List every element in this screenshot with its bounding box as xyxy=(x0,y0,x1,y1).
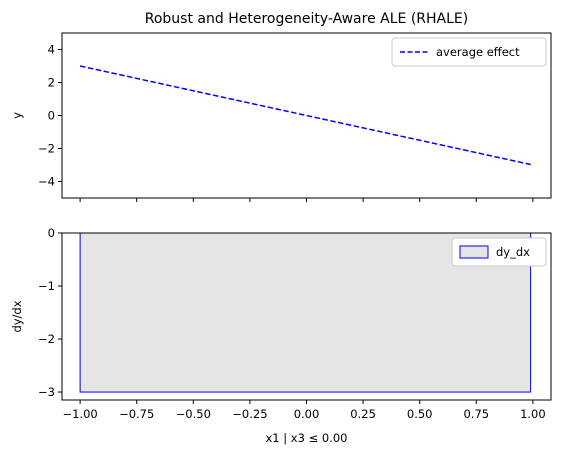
bottom-x-tick-label: −0.75 xyxy=(119,407,154,421)
x-axis-label: x1 | x3 ≤ 0.00 xyxy=(266,431,348,445)
bottom-x-tick-label: −0.50 xyxy=(176,407,211,421)
top-y-tick-label: 0 xyxy=(48,109,55,123)
bottom-x-tick-label: −1.00 xyxy=(62,407,97,421)
top-legend-box xyxy=(391,37,547,67)
bottom-x-tick-label: 0.00 xyxy=(294,407,320,421)
top-y-tick-label: −4 xyxy=(38,175,55,189)
top-axes: Robust and Heterogeneity-Aware ALE (RHAL… xyxy=(10,11,552,202)
bottom-y-tick-label: 0 xyxy=(48,226,55,240)
top-x-ticks xyxy=(79,198,534,202)
top-y-tick-label: −2 xyxy=(38,142,55,156)
bottom-x-tick-label: 0.75 xyxy=(463,407,489,421)
top-y-ticks: 4 2 0 −2 −4 xyxy=(38,43,62,189)
top-legend: average effect xyxy=(391,37,547,67)
bottom-x-tick-label: 1.00 xyxy=(520,407,546,421)
bottom-legend-box xyxy=(451,237,547,267)
top-y-tick-label: 4 xyxy=(48,43,55,57)
bottom-y-tick-label: −3 xyxy=(38,385,55,399)
bottom-x-ticks: −1.00 −0.75 −0.50 −0.25 0.00 0.25 0.50 0.75 1.00 xyxy=(62,400,546,421)
bottom-y-axis-label: dy/dx xyxy=(10,300,24,332)
bottom-x-tick-label: 0.25 xyxy=(350,407,376,421)
bottom-x-tick-label: 0.50 xyxy=(407,407,433,421)
bottom-y-ticks: 0 −1 −2 −3 xyxy=(38,226,62,399)
top-plot-frame xyxy=(61,32,552,199)
legend-label-average-effect: average effect xyxy=(436,45,520,59)
chart-title: Robust and Heterogeneity-Aware ALE (RHAL… xyxy=(145,11,468,27)
top-series xyxy=(79,65,531,166)
bottom-axes: dy/dx x1 | x3 ≤ 0.00 0−1−2−3 −1.00 −0.75−… xyxy=(10,226,552,445)
bottom-y-tick-label: −2 xyxy=(38,332,55,346)
bottom-legend: dy_dx xyxy=(451,237,547,267)
average-effect-line xyxy=(79,65,531,166)
bottom-y-tick-label: −1 xyxy=(38,279,55,293)
top-y-tick-label: 2 xyxy=(48,76,55,90)
legend-label-dy-dx: dy_dx xyxy=(496,245,530,259)
top-y-axis-label: y xyxy=(10,112,24,119)
legend-swatch-dy-dx xyxy=(459,245,489,259)
bottom-x-tick-label: −0.25 xyxy=(232,407,267,421)
